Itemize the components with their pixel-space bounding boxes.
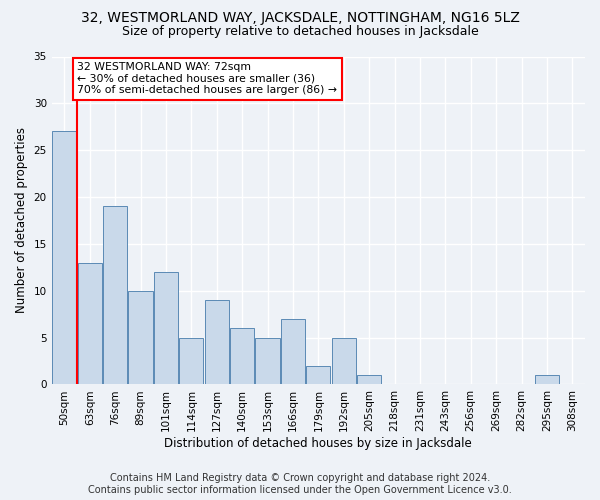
Bar <box>154 272 178 384</box>
Bar <box>306 366 331 384</box>
Bar <box>256 338 280 384</box>
Bar <box>52 132 76 384</box>
X-axis label: Distribution of detached houses by size in Jacksdale: Distribution of detached houses by size … <box>164 437 472 450</box>
Bar <box>332 338 356 384</box>
Bar <box>128 291 152 384</box>
Text: Size of property relative to detached houses in Jacksdale: Size of property relative to detached ho… <box>122 25 478 38</box>
Text: 32 WESTMORLAND WAY: 72sqm
← 30% of detached houses are smaller (36)
70% of semi-: 32 WESTMORLAND WAY: 72sqm ← 30% of detac… <box>77 62 337 96</box>
Y-axis label: Number of detached properties: Number of detached properties <box>15 128 28 314</box>
Bar <box>205 300 229 384</box>
Bar <box>535 375 559 384</box>
Bar <box>357 375 381 384</box>
Bar <box>103 206 127 384</box>
Bar <box>77 262 102 384</box>
Bar <box>179 338 203 384</box>
Bar <box>230 328 254 384</box>
Bar <box>281 319 305 384</box>
Text: Contains HM Land Registry data © Crown copyright and database right 2024.
Contai: Contains HM Land Registry data © Crown c… <box>88 474 512 495</box>
Text: 32, WESTMORLAND WAY, JACKSDALE, NOTTINGHAM, NG16 5LZ: 32, WESTMORLAND WAY, JACKSDALE, NOTTINGH… <box>80 11 520 25</box>
